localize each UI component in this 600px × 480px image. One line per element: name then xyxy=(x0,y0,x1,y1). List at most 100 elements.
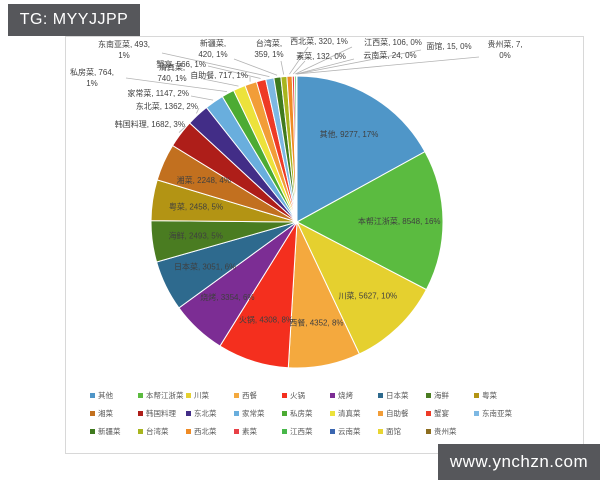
legend-label: 东北菜 xyxy=(194,409,217,418)
slice-callout-18: 新疆菜, 420, 1% xyxy=(198,38,227,59)
legend-label: 韩国料理 xyxy=(146,409,176,418)
slice-label-2: 川菜, 5627, 10% xyxy=(338,291,397,301)
legend-label: 川菜 xyxy=(194,391,209,400)
site-watermark-text: www.ynchzn.com xyxy=(449,452,589,471)
legend-label: 湘菜 xyxy=(98,409,113,418)
legend-label: 素菜 xyxy=(242,427,257,436)
slice-label-8: 粤菜, 2458, 5% xyxy=(169,202,223,212)
legend-item-16: 蟹宴 xyxy=(426,408,474,419)
leader-line-19 xyxy=(280,60,285,75)
legend-label: 烧烤 xyxy=(338,391,353,400)
legend-swatch-icon xyxy=(90,429,95,434)
legend-label: 自助餐 xyxy=(386,409,409,418)
leader-line-10 xyxy=(178,125,187,133)
legend-swatch-icon xyxy=(474,393,479,398)
legend-label: 江西菜 xyxy=(290,427,313,436)
legend-swatch-icon xyxy=(378,411,383,416)
legend-label: 面馆 xyxy=(386,427,401,436)
slice-callout-12: 家常菜, 1147, 2% xyxy=(127,88,189,98)
leader-line-21 xyxy=(293,60,306,75)
legend-item-7: 海鲜 xyxy=(426,390,474,401)
legend-item-8: 粤菜 xyxy=(474,390,522,401)
legend-label: 日本菜 xyxy=(386,391,409,400)
slice-label-7: 海鲜, 2493, 5% xyxy=(169,231,223,241)
legend-item-21: 素菜 xyxy=(234,426,282,437)
site-watermark-badge: www.ynchzn.com xyxy=(438,444,600,480)
leader-line-13 xyxy=(125,77,228,92)
legend-label: 家常菜 xyxy=(242,409,265,418)
legend-swatch-icon xyxy=(282,429,287,434)
legend-label: 清真菜 xyxy=(338,409,361,418)
leader-line-22 xyxy=(295,46,353,75)
legend-item-0: 其他 xyxy=(90,390,138,401)
pie-legend: 其他 本帮江浙菜 川菜 西餐 火锅 烧烤 日本菜 海鲜 粤菜湘菜 韩国料理 东北菜 家常菜 私房菜 清真菜… xyxy=(90,390,522,437)
legend-item-19: 台湾菜 xyxy=(138,426,186,437)
legend-item-10: 韩国料理 xyxy=(138,408,186,419)
legend-item-13: 私房菜 xyxy=(282,408,330,419)
leader-line-11 xyxy=(196,107,200,114)
tg-watermark-text: TG: MYYJJPP xyxy=(19,11,129,28)
slice-callout-13: 私房菜, 764, 1% xyxy=(70,67,114,88)
legend-label: 本帮江浙菜 xyxy=(146,391,184,400)
legend-item-24: 面馆 xyxy=(378,426,426,437)
slice-label-6: 日本菜, 3051, 6% xyxy=(174,262,236,272)
slice-callout-11: 东北菜, 1362, 2% xyxy=(136,101,198,111)
legend-item-18: 新疆菜 xyxy=(90,426,138,437)
legend-label: 东南亚菜 xyxy=(482,409,512,418)
pie-slice-1 xyxy=(295,150,444,291)
legend-swatch-icon xyxy=(426,393,431,398)
legend-swatch-icon xyxy=(186,393,191,398)
legend-item-5: 烧烤 xyxy=(330,390,378,401)
leader-line-25 xyxy=(296,56,480,75)
legend-swatch-icon xyxy=(234,411,239,416)
slice-callout-17: 东南亚菜, 493, 1% xyxy=(98,39,150,60)
legend-label: 西北菜 xyxy=(194,427,217,436)
legend-label: 台湾菜 xyxy=(146,427,169,436)
legend-swatch-icon xyxy=(330,429,335,434)
legend-item-22: 江西菜 xyxy=(282,426,330,437)
slice-label-1: 本帮江浙菜, 8548, 16% xyxy=(358,216,441,226)
leader-line-18 xyxy=(233,58,278,76)
leader-line-17 xyxy=(161,52,270,77)
slice-callout-25: 贵州菜, 7, 0% xyxy=(487,39,522,60)
legend-item-4: 火锅 xyxy=(282,390,330,401)
legend-swatch-icon xyxy=(282,411,287,416)
legend-label: 贵州菜 xyxy=(434,427,457,436)
legend-swatch-icon xyxy=(234,429,239,434)
legend-label: 西餐 xyxy=(242,391,257,400)
leader-line-16 xyxy=(207,65,261,79)
legend-swatch-icon xyxy=(186,411,191,416)
tg-watermark-badge: TG: MYYJJPP xyxy=(8,4,140,36)
slice-callout-20: 西北菜, 320, 1% xyxy=(290,36,348,46)
legend-item-1: 本帮江浙菜 xyxy=(138,390,186,401)
leader-line-12 xyxy=(190,95,214,101)
legend-label: 海鲜 xyxy=(434,391,449,400)
slice-callout-24: 面馆, 15, 0% xyxy=(426,41,471,51)
slice-label-5: 烧烤, 3354, 6% xyxy=(200,292,254,302)
slice-callout-22: 江西菜, 106, 0% xyxy=(364,37,422,47)
slice-callout-10: 韩国料理, 1682, 3% xyxy=(115,119,185,129)
leader-line-20 xyxy=(289,46,309,75)
slice-callout-21: 素菜, 132, 0% xyxy=(296,51,346,61)
legend-swatch-icon xyxy=(138,393,143,398)
legend-item-12: 家常菜 xyxy=(234,408,282,419)
slice-callout-15: 自助餐, 717, 1% xyxy=(190,70,248,80)
legend-swatch-icon xyxy=(378,429,383,434)
legend-label: 私房菜 xyxy=(290,409,313,418)
legend-item-11: 东北菜 xyxy=(186,408,234,419)
slice-callout-19: 台湾菜, 359, 1% xyxy=(254,38,283,59)
legend-swatch-icon xyxy=(234,393,239,398)
legend-swatch-icon xyxy=(378,393,383,398)
leader-line-14 xyxy=(202,78,239,87)
legend-item-23: 云南菜 xyxy=(330,426,378,437)
leader-line-24 xyxy=(296,49,422,75)
legend-item-20: 西北菜 xyxy=(186,426,234,437)
slice-callout-14: 清真菜, 740, 1% xyxy=(157,62,186,83)
slice-label-0: 其他, 9277, 17% xyxy=(320,129,379,139)
legend-label: 蟹宴 xyxy=(434,409,449,418)
pie-slice-2 xyxy=(295,220,428,355)
legend-swatch-icon xyxy=(426,429,431,434)
legend-swatch-icon xyxy=(90,411,95,416)
legend-swatch-icon xyxy=(330,411,335,416)
